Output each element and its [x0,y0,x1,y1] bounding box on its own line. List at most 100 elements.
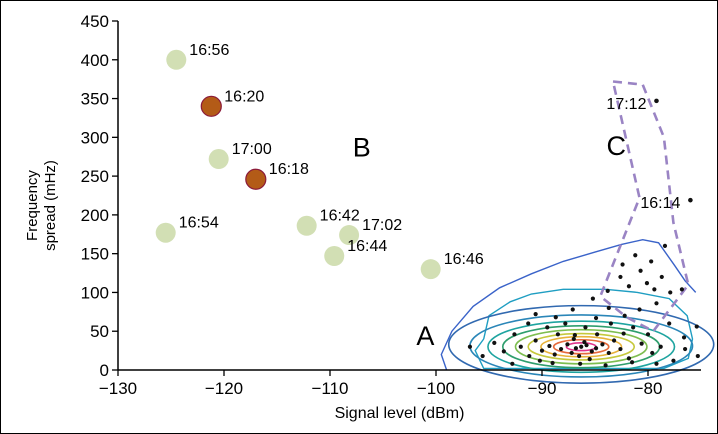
density-contour-level [447,304,715,384]
data-point [539,348,545,353]
data-point [584,343,589,348]
data-point [563,321,568,326]
data-point [577,353,582,359]
x-tick-label: −120 [205,379,243,398]
data-point [654,361,659,366]
data-point [639,341,644,346]
outer-contour-2 [440,238,697,371]
data-point [518,344,523,349]
highlight-point-1644 [324,245,345,266]
data-point [583,325,588,330]
axes: 0 50 100 150 200 250 300 350 400 450 −130 −120 −110 −… [24,12,701,422]
time-label: 16:42 [320,208,360,225]
time-label: 16:20 [224,88,264,105]
data-point [533,312,538,317]
time-label: 16:18 [269,161,309,178]
density-contours [440,238,715,384]
data-point [558,346,564,352]
data-point [667,321,672,326]
y-tick-label: 200 [81,206,109,225]
data-point [637,307,642,312]
data-point [537,358,542,363]
outer-contour-1 [474,288,694,370]
density-contour-level [552,338,610,355]
data-point [467,344,473,349]
data-point [695,353,700,359]
data-point [658,344,663,349]
data-point [618,274,623,280]
y-tick-label: 300 [81,128,109,147]
data-point [492,340,497,345]
data-point [552,352,557,357]
data-point [668,290,673,295]
data-point [587,357,592,362]
time-label: 16:14 [640,195,680,212]
data-point [593,315,599,321]
region-c-dashed-outline [599,80,690,333]
density-contour-level [540,335,623,358]
time-label: 16:44 [347,238,387,255]
isolated-data-point [654,98,659,104]
data-point [606,305,611,311]
time-label: 16:56 [189,42,229,59]
density-contour-level [487,320,676,374]
data-point [593,346,599,351]
highlight-point-1618 [245,168,267,190]
data-point [565,342,570,347]
data-point [571,336,576,342]
data-point [638,268,643,273]
density-contour-level [527,332,636,361]
highlight-point-1702 [339,225,360,246]
data-point [694,324,699,329]
time-label: 17:02 [362,217,402,234]
highlight-points [155,49,441,280]
y-tick-label: 250 [81,167,109,186]
data-point [626,284,632,289]
data-point [480,353,485,359]
data-point [683,346,688,352]
data-point [600,342,605,347]
data-point [582,339,587,345]
data-point [526,321,531,326]
region-label-a: A [416,321,434,351]
x-tick-label: −90 [528,379,557,398]
dense-cluster-points [467,98,700,368]
time-label: 16:54 [179,215,219,232]
data-point [622,313,627,318]
data-point [611,338,617,343]
data-point [573,346,579,351]
x-tick-label: −130 [99,379,137,398]
x-tick-label: −110 [311,379,348,398]
time-label: 17:12 [606,96,646,113]
region-label-b: B [353,133,371,163]
data-point [545,325,550,330]
data-point [572,333,577,338]
highlight-point-1654 [155,222,176,243]
data-point [570,307,575,312]
time-label: 16:46 [444,251,484,268]
data-point [553,315,558,320]
data-point [671,358,676,363]
data-point [589,349,594,354]
data-point [555,332,561,337]
data-point [579,344,584,349]
data-point [644,281,650,286]
data-point [605,288,610,293]
highlight-point-1656 [166,49,187,70]
region-label-c: C [606,131,626,161]
data-point [645,332,651,337]
data-point [679,287,685,292]
highlight-point-1700 [208,149,229,170]
data-point [659,274,664,280]
data-point [603,363,608,368]
data-point [527,353,532,359]
isolated-data-point [688,197,693,203]
data-point [547,343,552,349]
data-point [590,296,595,301]
data-point [662,243,668,249]
data-point [620,262,625,267]
data-point [501,349,506,354]
highlight-point-1620 [200,95,222,117]
